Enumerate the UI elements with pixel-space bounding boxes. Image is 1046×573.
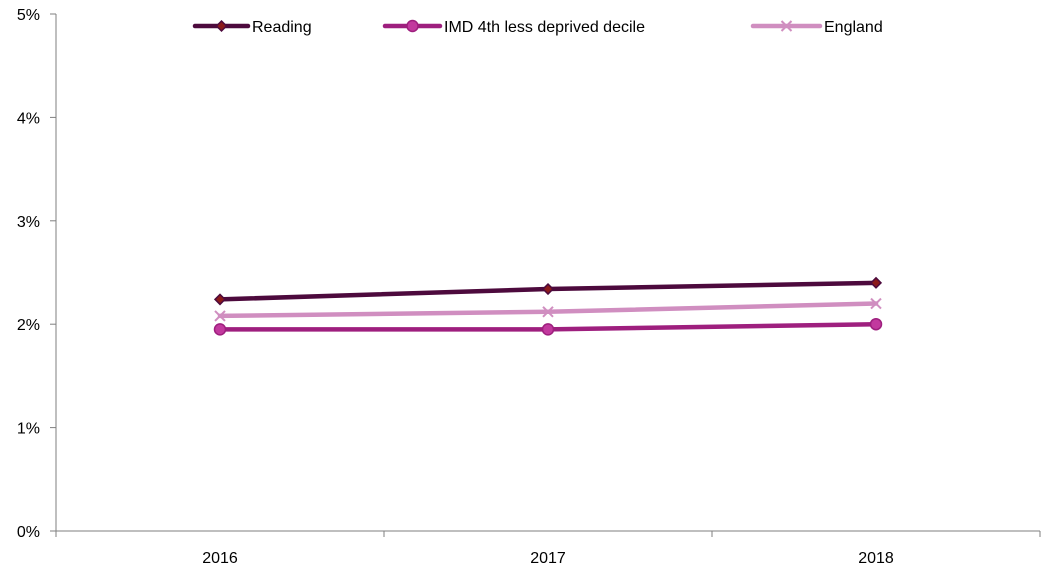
legend-entry: IMD 4th less deprived decile: [382, 19, 645, 36]
legend-marker: [406, 19, 419, 33]
data-point: [213, 323, 227, 336]
data-point: [214, 310, 226, 322]
y-tick-label: 0%: [17, 524, 40, 541]
data-point: [870, 297, 882, 310]
y-tick-label: 2%: [17, 317, 40, 334]
data-point: [213, 293, 227, 306]
chart-axes: 0% 1% 2% 3% 4% 5% 2016 2017 2018: [17, 7, 1041, 567]
x-tick-label: 2016: [202, 550, 238, 567]
y-tick-label: 5%: [17, 7, 40, 24]
y-tick-label: 4%: [17, 110, 40, 127]
chart-legend: Reading IMD 4th less deprived decile Engla…: [192, 19, 883, 36]
legend-label: IMD 4th less deprived decile: [444, 19, 645, 36]
legend-entry: England: [750, 19, 883, 36]
series-lines: [213, 276, 883, 336]
legend-marker: [215, 19, 228, 33]
legend-marker: [780, 20, 793, 32]
legend-label: Reading: [252, 19, 312, 36]
series-2: [214, 297, 882, 322]
series-1: [213, 317, 883, 336]
data-point: [869, 317, 883, 331]
y-tick-label: 1%: [17, 421, 40, 438]
y-tick-label: 3%: [17, 214, 40, 231]
data-point: [542, 306, 554, 318]
legend-label: England: [824, 19, 883, 36]
series-0: [213, 276, 883, 306]
x-tick-label: 2018: [858, 550, 894, 567]
data-point: [541, 323, 555, 336]
legend-entry: Reading: [192, 19, 312, 36]
data-point: [869, 276, 883, 289]
data-point: [541, 282, 555, 296]
series-line: [217, 301, 879, 319]
x-tick-label: 2017: [530, 550, 566, 567]
